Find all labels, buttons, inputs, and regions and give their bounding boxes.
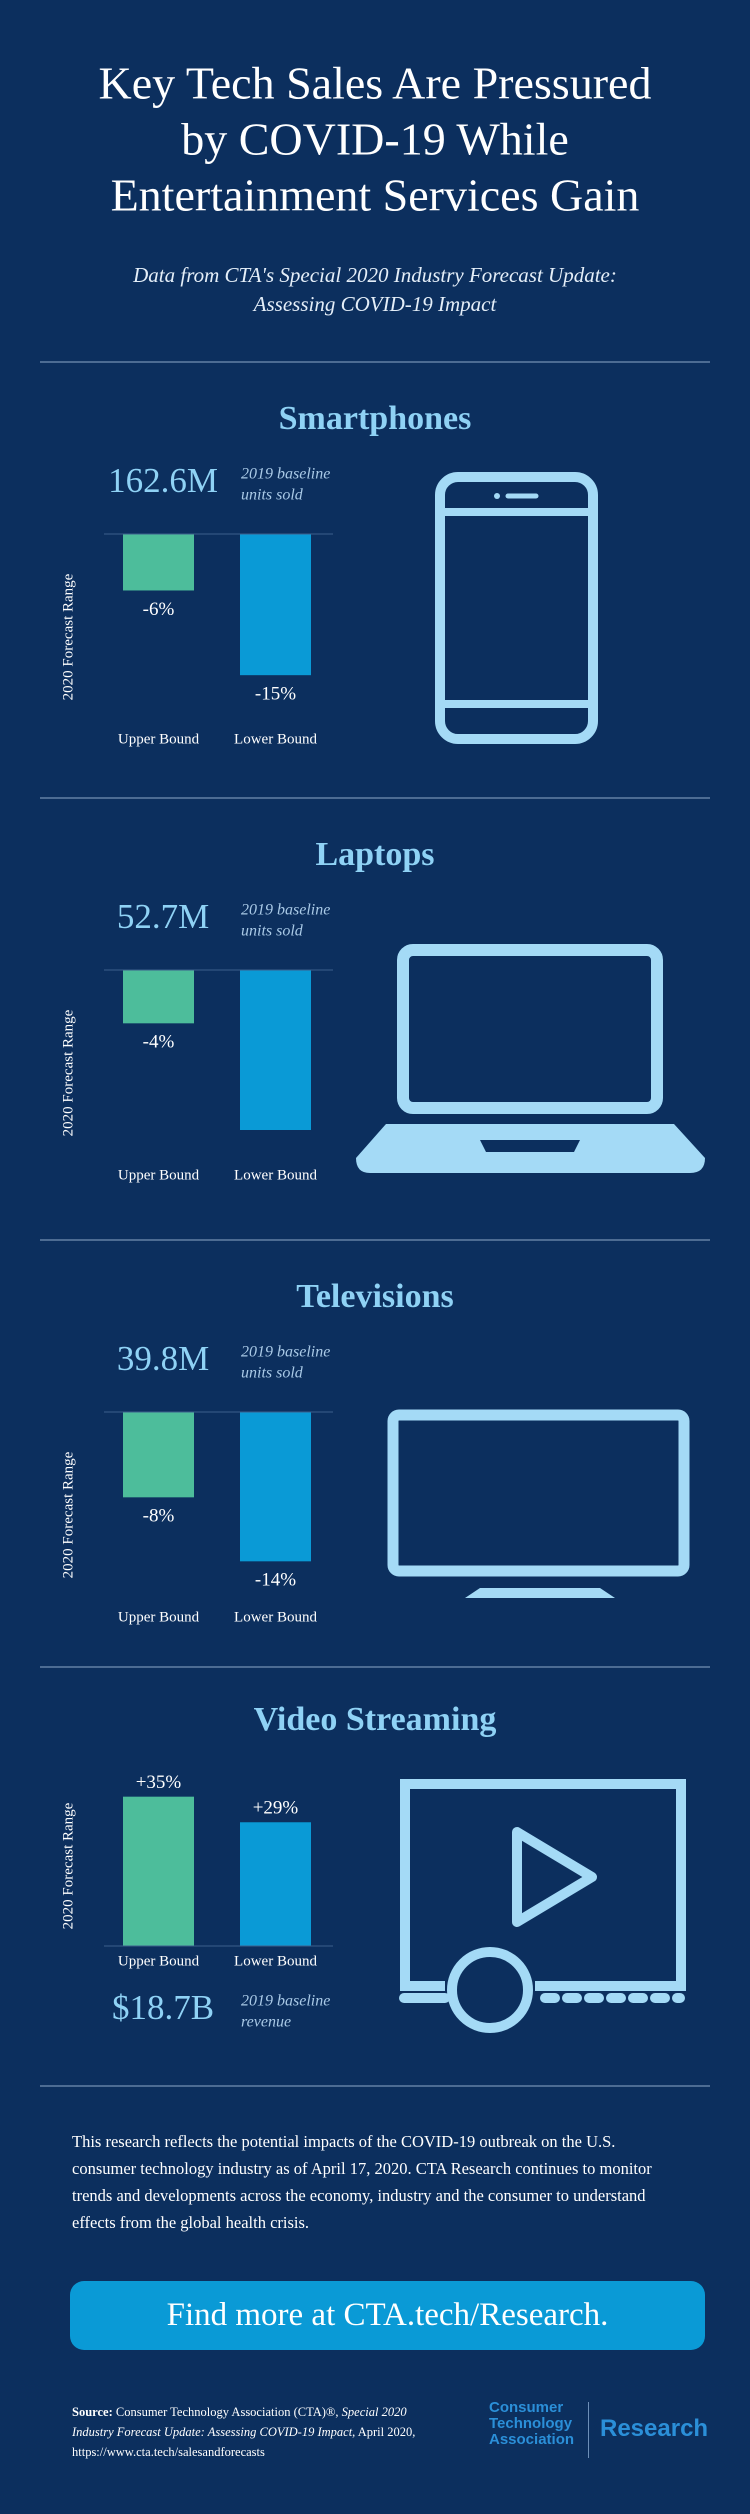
value-label: -4% bbox=[143, 1032, 175, 1053]
baseline-note: 2019 baseline bbox=[241, 466, 330, 483]
dividers bbox=[40, 361, 710, 2087]
bar bbox=[240, 970, 311, 1130]
logo: Consumer Technology Association bbox=[489, 2400, 574, 2448]
bar bbox=[240, 534, 311, 676]
baseline-note: units sold bbox=[241, 1365, 304, 1382]
y-axis-label: 2020 Forecast Range bbox=[60, 1802, 76, 1929]
baseline-value: $18.7B bbox=[112, 1988, 214, 2027]
subtitle: Data from CTA's Special 2020 Industry Fo… bbox=[132, 263, 617, 287]
source-label: Source: bbox=[72, 2405, 113, 2419]
title: by COVID-19 While bbox=[181, 114, 569, 165]
phone-icon bbox=[435, 472, 598, 744]
bar bbox=[123, 534, 194, 591]
bar bbox=[123, 1796, 194, 1946]
tv-icon bbox=[387, 1409, 690, 1598]
logo-line: Technology bbox=[489, 2415, 573, 2432]
baseline-value: 39.8M bbox=[117, 1339, 209, 1378]
value-label: -8% bbox=[143, 1506, 175, 1527]
value-label: +29% bbox=[253, 1798, 299, 1819]
source-publisher: Consumer Technology Association (CTA)®, bbox=[112, 2405, 342, 2419]
category-label: Lower Bound bbox=[234, 1167, 317, 1183]
y-axis-label: 2020 Forecast Range bbox=[60, 573, 76, 700]
baseline-note: 2019 baseline bbox=[241, 1344, 330, 1361]
category-label: Upper Bound bbox=[118, 1167, 200, 1183]
bar bbox=[123, 970, 194, 1024]
title: Entertainment Services Gain bbox=[111, 170, 640, 221]
baseline-note: 2019 baseline bbox=[241, 1993, 330, 2010]
logo-line: Consumer bbox=[489, 2399, 564, 2416]
laptop-icon bbox=[356, 944, 705, 1173]
logo-research: Research bbox=[600, 2415, 709, 2442]
category-label: Upper Bound bbox=[118, 1609, 200, 1625]
cta-button[interactable]: Find more at CTA.tech/Research. bbox=[70, 2281, 705, 2350]
baseline-note: units sold bbox=[241, 487, 304, 504]
section-title: Laptops bbox=[315, 836, 434, 873]
logo-line: Association bbox=[489, 2431, 575, 2448]
value-label: +35% bbox=[136, 1772, 182, 1793]
value-label: -15% bbox=[255, 684, 296, 705]
baseline-note: 2019 baseline bbox=[241, 902, 330, 919]
category-label: Lower Bound bbox=[234, 1953, 317, 1969]
section-title: Televisions bbox=[296, 1278, 453, 1315]
baseline-note: units sold bbox=[241, 923, 304, 940]
category-label: Lower Bound bbox=[234, 731, 317, 747]
value-label: -6% bbox=[143, 599, 175, 620]
category-label: Upper Bound bbox=[118, 731, 200, 747]
video-icon bbox=[399, 1779, 686, 2033]
baseline-note: revenue bbox=[241, 2014, 291, 2031]
baseline-value: 52.7M bbox=[117, 897, 209, 936]
baseline-value: 162.6M bbox=[108, 461, 218, 500]
y-axis-label: 2020 Forecast Range bbox=[60, 1451, 76, 1578]
source-details: , April 2020, https://www.cta.tech/sales… bbox=[72, 2425, 416, 2459]
source-publication: Special 2020 Industry Forecast Update: A… bbox=[72, 2405, 407, 2439]
y-axis-label: 2020 Forecast Range bbox=[60, 1009, 76, 1136]
value-label: -14% bbox=[255, 1570, 296, 1591]
category-label: Lower Bound bbox=[234, 1609, 317, 1625]
section-title: Video Streaming bbox=[254, 1701, 497, 1738]
logo-separator bbox=[588, 2402, 589, 2458]
subtitle: Assessing COVID-19 Impact bbox=[252, 292, 498, 316]
footer-text: This research reflects the potential imp… bbox=[72, 2132, 652, 2232]
category-label: Upper Bound bbox=[118, 1953, 200, 1969]
title: Key Tech Sales Are Pressured bbox=[99, 58, 652, 109]
bar bbox=[123, 1412, 194, 1498]
bar bbox=[240, 1412, 311, 1562]
bar bbox=[240, 1822, 311, 1946]
section-title: Smartphones bbox=[279, 400, 472, 437]
source: Source: Consumer Technology Association … bbox=[72, 2402, 432, 2462]
